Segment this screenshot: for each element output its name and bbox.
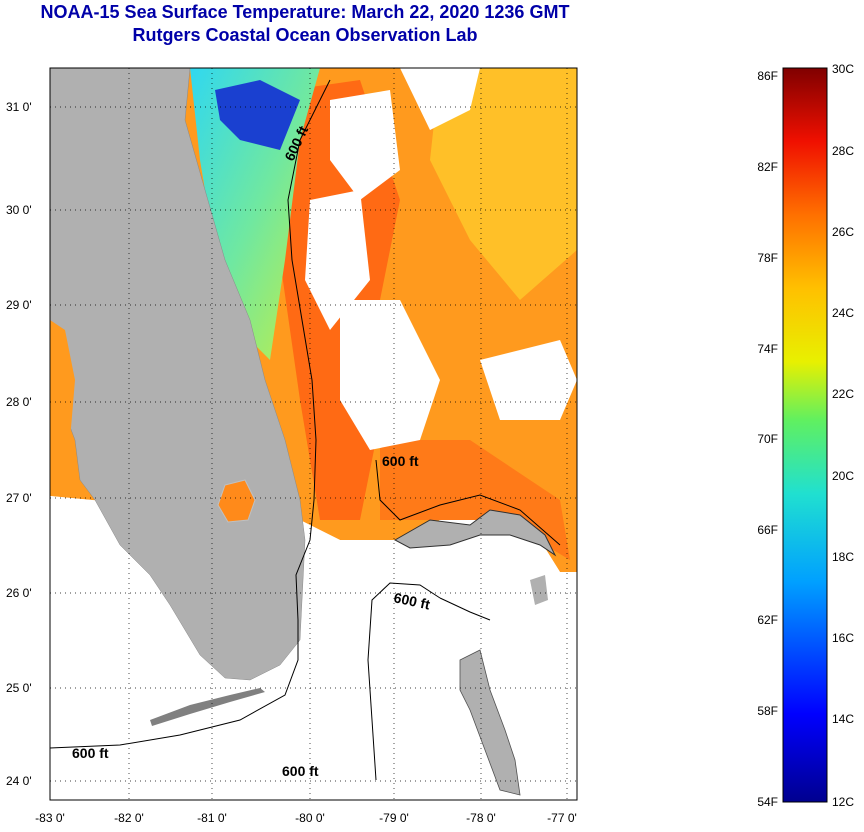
cloud-patch [305, 190, 370, 330]
colorbar-c-label: 16C [832, 631, 854, 645]
isobath-label: 600 ft [72, 745, 109, 761]
land-andros [459, 649, 521, 796]
lat-label: 25 0' [6, 681, 32, 695]
lon-label: -80 0' [295, 811, 325, 825]
colorbar-f-label: 66F [757, 523, 778, 537]
sst-cold-patch [215, 80, 300, 150]
lon-label: -77 0' [547, 811, 577, 825]
graticule [50, 68, 577, 800]
colorbar-f-labels: 86F 82F 78F 74F 70F 66F 62F 58F 54F [757, 69, 778, 809]
colorbar-c-label: 18C [832, 550, 854, 564]
map-title: NOAA-15 Sea Surface Temperature: March 2… [40, 2, 570, 22]
cloud-patch [340, 300, 440, 450]
colorbar-f-label: 82F [757, 160, 778, 174]
colorbar-f-label: 62F [757, 613, 778, 627]
isobath-label: 600 ft [282, 763, 319, 779]
lat-label: 26 0' [6, 586, 32, 600]
lat-label: 24 0' [6, 774, 32, 788]
colorbar-f-label: 86F [757, 69, 778, 83]
isobath-label: 600 ft [382, 453, 419, 469]
colorbar-c-label: 12C [832, 795, 854, 809]
isobath-contours [49, 79, 561, 781]
land-grand-bahama [393, 509, 557, 557]
lake-okeechobee [217, 479, 256, 523]
isobath-line [439, 597, 491, 621]
land-florida [50, 68, 306, 681]
lon-label: -83 0' [35, 811, 65, 825]
lat-label: 29 0' [6, 298, 32, 312]
colorbar-c-label: 20C [832, 469, 854, 483]
sst-imagery [50, 68, 577, 800]
cloud-patch [400, 68, 480, 130]
lat-label: 27 0' [6, 491, 32, 505]
colorbar-c-label: 28C [832, 144, 854, 158]
colorbar-f-label: 54F [757, 795, 778, 809]
sst-cool-region [190, 68, 320, 360]
colorbar-c-label: 14C [832, 712, 854, 726]
isobath-line [375, 459, 561, 546]
map-frame [49, 67, 578, 801]
sst-yellow-patch [430, 68, 577, 300]
lat-label: 28 0' [6, 395, 32, 409]
colorbar [782, 67, 828, 803]
colorbar-c-label: 30C [832, 62, 854, 76]
gulf-ocean-patch [50, 320, 75, 450]
lon-label: -81 0' [197, 811, 227, 825]
colorbar-c-label: 26C [832, 225, 854, 239]
colorbar-c-label: 24C [832, 306, 854, 320]
lat-label: 30 0' [6, 203, 32, 217]
colorbar-f-label: 78F [757, 251, 778, 265]
land-florida-keys [150, 688, 265, 726]
cloud-patch [480, 340, 577, 420]
isobath-label: 600 ft [392, 589, 431, 612]
colorbar-f-label: 70F [757, 432, 778, 446]
colorbar-f-label: 74F [757, 342, 778, 356]
land-berry-islands [530, 575, 548, 605]
lon-label: -79 0' [379, 811, 409, 825]
lon-label: -78 0' [466, 811, 496, 825]
lat-label: 31 0' [6, 100, 32, 114]
lon-label: -82 0' [114, 811, 144, 825]
map-subtitle: Rutgers Coastal Ocean Observation Lab [132, 25, 478, 45]
colorbar-c-label: 22C [832, 387, 854, 401]
cloud-patch [330, 90, 400, 200]
isobath-line [367, 582, 441, 781]
isobath-line [49, 79, 331, 749]
colorbar-f-label: 58F [757, 704, 778, 718]
colorbar-c-labels: 30C 28C 26C 24C 22C 20C 18C 16C 14C 12C [832, 62, 854, 809]
